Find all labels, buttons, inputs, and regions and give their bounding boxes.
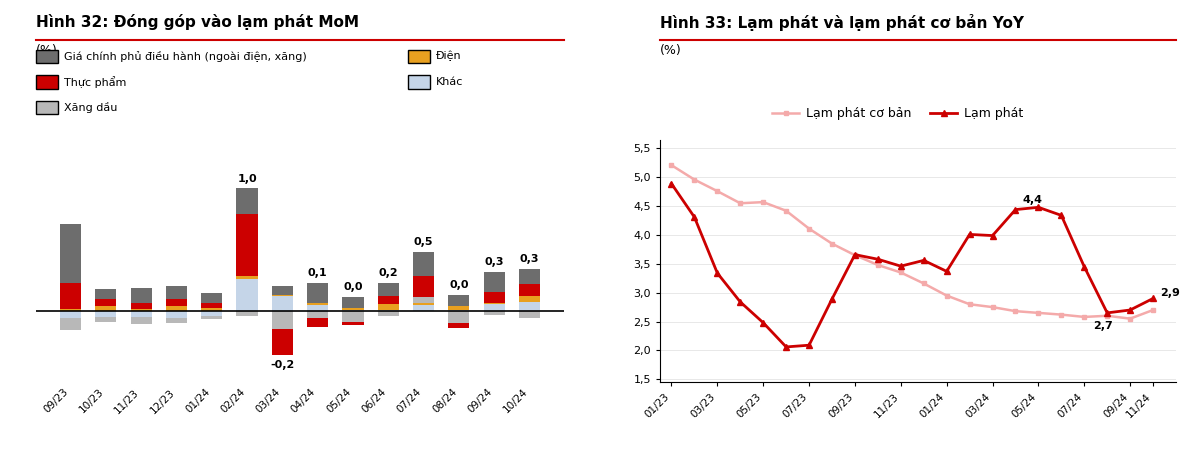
Bar	[449, 295, 469, 307]
Bar	[60, 311, 82, 318]
Text: 4,4: 4,4	[1022, 195, 1043, 205]
Text: -0,2: -0,2	[270, 360, 294, 370]
Bar	[449, 311, 469, 323]
Bar	[413, 305, 434, 311]
Text: 0,5: 0,5	[414, 237, 433, 247]
Bar	[518, 296, 540, 302]
Text: 1,0: 1,0	[238, 173, 257, 184]
Bar	[484, 304, 505, 311]
Bar	[166, 318, 187, 323]
Bar	[413, 297, 434, 303]
Bar	[131, 311, 151, 317]
Bar	[202, 308, 222, 311]
Text: Điện: Điện	[436, 51, 461, 62]
Bar	[271, 329, 293, 355]
Bar	[342, 310, 364, 311]
Bar	[307, 303, 329, 305]
Text: 0,0: 0,0	[343, 282, 362, 292]
Bar	[236, 276, 258, 279]
Text: Hình 32: Đóng góp vào lạm phát MoM: Hình 32: Đóng góp vào lạm phát MoM	[36, 14, 359, 30]
Bar	[131, 288, 151, 303]
Bar	[484, 272, 505, 292]
Bar	[342, 322, 364, 325]
Bar	[60, 224, 82, 283]
Bar	[236, 311, 258, 316]
Bar	[131, 309, 151, 311]
Bar	[271, 287, 293, 295]
Text: 0,2: 0,2	[378, 268, 398, 278]
Bar	[95, 299, 116, 307]
Bar	[484, 292, 505, 303]
Bar	[518, 311, 540, 318]
Bar	[378, 310, 398, 311]
Bar	[236, 214, 258, 276]
Bar	[271, 295, 293, 296]
Bar	[166, 311, 187, 318]
Text: 0,3: 0,3	[485, 257, 504, 267]
Bar	[413, 252, 434, 276]
Text: Giá chính phủ điều hành (ngoài điện, xăng): Giá chính phủ điều hành (ngoài điện, xăn…	[64, 51, 306, 62]
Bar	[484, 311, 505, 315]
Bar	[413, 303, 434, 305]
Bar	[307, 305, 329, 311]
Bar	[518, 284, 540, 296]
Bar	[271, 296, 293, 311]
Text: 2,9: 2,9	[1160, 288, 1180, 298]
Text: (%): (%)	[660, 44, 682, 57]
Bar	[307, 318, 329, 327]
Text: 0,1: 0,1	[308, 268, 328, 278]
Bar	[60, 309, 82, 311]
Bar	[131, 317, 151, 324]
Bar	[378, 296, 398, 304]
Bar	[236, 188, 258, 214]
Bar	[236, 279, 258, 311]
Bar	[342, 297, 364, 308]
Text: 0,3: 0,3	[520, 254, 539, 264]
Bar	[202, 311, 222, 316]
Bar	[166, 307, 187, 311]
Bar	[342, 311, 364, 322]
Bar	[60, 318, 82, 330]
Bar	[413, 276, 434, 297]
Bar	[307, 311, 329, 318]
Bar	[202, 303, 222, 308]
Bar	[342, 308, 364, 310]
Bar	[378, 311, 398, 316]
Text: Khác: Khác	[436, 77, 463, 87]
Text: Xăng dầu: Xăng dầu	[64, 102, 116, 113]
Bar	[518, 302, 540, 311]
Text: 0,0: 0,0	[449, 280, 468, 290]
Bar	[518, 268, 540, 284]
Text: Hình 33: Lạm phát và lạm phát cơ bản YoY: Hình 33: Lạm phát và lạm phát cơ bản YoY	[660, 14, 1024, 31]
Bar	[95, 307, 116, 311]
Bar	[95, 311, 116, 317]
Bar	[95, 317, 116, 322]
Bar	[131, 303, 151, 309]
Bar	[166, 299, 187, 307]
Bar	[378, 283, 398, 296]
Bar	[378, 304, 398, 310]
Bar	[202, 294, 222, 303]
Bar	[449, 307, 469, 310]
Bar	[449, 323, 469, 328]
Bar	[95, 289, 116, 299]
Bar	[307, 283, 329, 303]
Text: (%): (%)	[36, 44, 58, 57]
Legend: Lạm phát cơ bản, Lạm phát: Lạm phát cơ bản, Lạm phát	[767, 103, 1027, 125]
Text: Thực phẩm: Thực phẩm	[64, 76, 126, 88]
Bar	[202, 316, 222, 320]
Bar	[60, 283, 82, 309]
Bar	[449, 310, 469, 311]
Bar	[166, 287, 187, 299]
Bar	[484, 303, 505, 304]
Text: 2,7: 2,7	[1093, 321, 1112, 331]
Bar	[271, 311, 293, 329]
